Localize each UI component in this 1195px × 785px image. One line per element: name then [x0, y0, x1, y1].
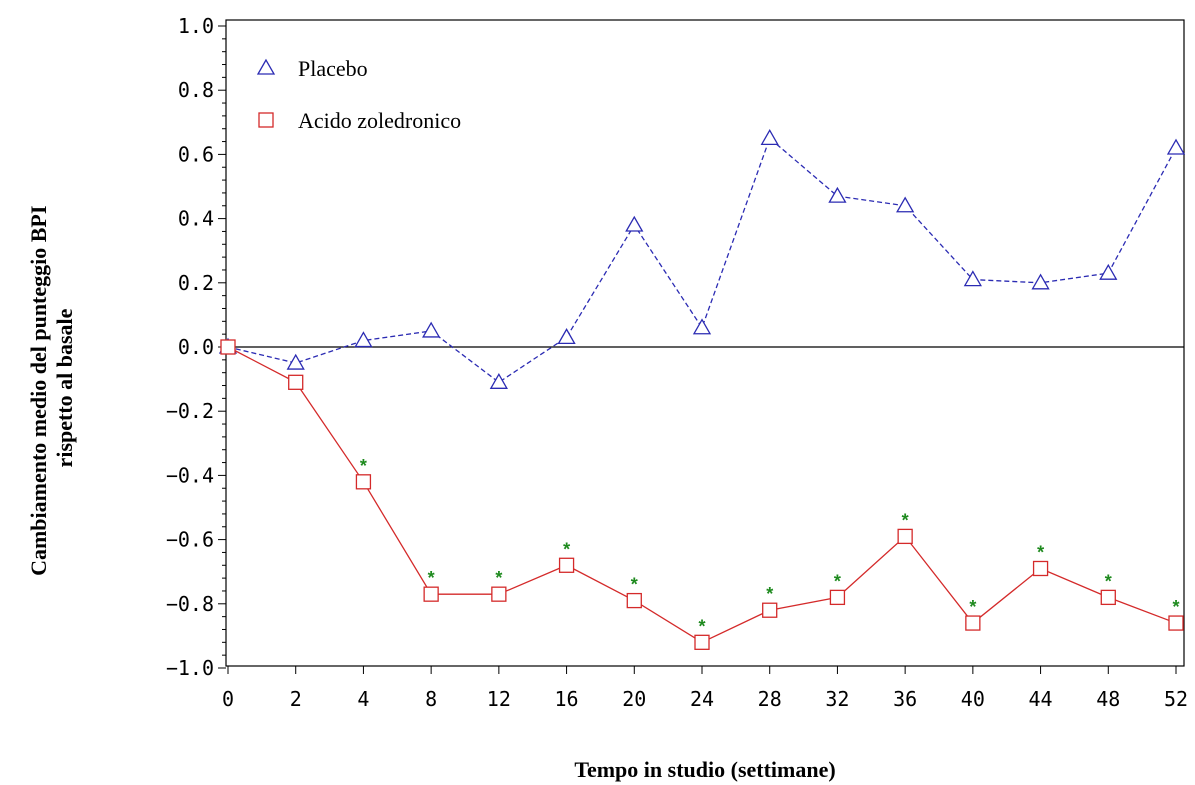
square-marker — [965, 615, 981, 631]
series-acido-zoledronico: * * * * * * * * * * * * * — [220, 339, 1184, 650]
x-tick-label: 24 — [690, 687, 714, 711]
x-axis-title: Tempo in studio (settimane) — [574, 757, 835, 782]
x-tick-label: 44 — [1029, 687, 1053, 711]
y-axis-title: Cambiamento medio del punteggio BPI risp… — [26, 200, 77, 576]
x-tick-label: 52 — [1164, 687, 1188, 711]
x-tick-label: 48 — [1096, 687, 1120, 711]
x-tick-label: 2 — [290, 687, 302, 711]
square-marker — [694, 634, 710, 650]
significance-star: * — [902, 510, 909, 530]
y-axis-title-line-1: Cambiamento medio del punteggio BPI — [26, 206, 51, 576]
x-tick-label: 32 — [825, 687, 849, 711]
square-marker — [423, 586, 439, 602]
x-tick-label: 40 — [961, 687, 985, 711]
legend: Placebo Acido zoledronico — [256, 56, 461, 133]
series-layer: * * * * * * * * * * * * * — [218, 129, 1186, 650]
significance-star: * — [766, 584, 773, 604]
y-tick-label: 0.6 — [178, 142, 214, 166]
y-tick-label: 0.0 — [178, 335, 214, 359]
significance-star: * — [969, 597, 976, 617]
triangle-marker — [692, 318, 712, 335]
x-tick-label: 36 — [893, 687, 917, 711]
triangle-marker — [1166, 138, 1186, 155]
square-marker — [355, 474, 372, 490]
x-tick-label: 12 — [487, 687, 511, 711]
triangle-marker — [422, 321, 441, 338]
square-marker — [1100, 589, 1116, 606]
legend-label: Acido zoledronico — [298, 108, 461, 133]
x-tick-label: 8 — [425, 687, 437, 711]
triangle-marker — [557, 328, 576, 345]
legend-square-marker — [258, 112, 274, 128]
y-tick-label: 1.0 — [178, 14, 214, 38]
triangle-marker — [286, 353, 305, 370]
significance-star: * — [631, 575, 638, 595]
series-line — [227, 137, 1177, 384]
square-marker — [1168, 615, 1184, 631]
triangle-marker — [896, 196, 915, 213]
y-tick-label: −1.0 — [166, 656, 214, 680]
significance-star: * — [1105, 571, 1112, 591]
square-marker — [626, 592, 642, 609]
square-marker — [1032, 560, 1049, 577]
series-line — [227, 346, 1177, 644]
triangle-marker — [1031, 273, 1050, 290]
y-tick-label: −0.2 — [166, 399, 214, 423]
y-tick-label: 0.4 — [178, 207, 214, 231]
significance-star: * — [698, 616, 705, 636]
y-tick-label: −0.8 — [166, 592, 214, 616]
significance-star: * — [834, 571, 841, 591]
square-marker — [220, 339, 236, 355]
significance-star: * — [360, 456, 367, 476]
significance-star: * — [1172, 597, 1179, 617]
square-marker — [897, 528, 913, 545]
triangle-marker — [828, 186, 847, 203]
triangle-marker — [963, 270, 982, 287]
square-marker — [829, 589, 846, 606]
series-placebo — [218, 129, 1186, 389]
square-marker — [288, 374, 304, 390]
triangle-marker — [489, 372, 508, 389]
y-tick-label: −0.6 — [166, 528, 214, 552]
square-marker — [558, 557, 575, 573]
triangle-marker — [354, 331, 373, 348]
x-axis: 0 2 4 8 12 16 20 24 28 32 36 40 44 48 52 — [222, 666, 1188, 711]
y-axis-title-line-2: rispetto al basale — [52, 308, 77, 467]
x-tick-label: 28 — [758, 687, 782, 711]
square-marker — [491, 586, 507, 602]
significance-star: * — [563, 539, 570, 559]
y-tick-label: 0.8 — [178, 78, 214, 102]
triangle-marker — [625, 215, 644, 232]
y-tick-label: −0.4 — [166, 463, 214, 487]
legend-label: Placebo — [298, 56, 368, 81]
x-tick-label: 4 — [357, 687, 369, 711]
y-tick-label: 0.2 — [178, 271, 214, 295]
significance-star: * — [495, 568, 502, 588]
significance-star: * — [1037, 542, 1044, 562]
square-marker — [762, 602, 778, 618]
y-axis: 1.0 0.8 0.6 0.4 0.2 0.0 −0.2 −0.4 −0.6 −0.8 −1.0 — [166, 14, 226, 680]
x-tick-label: 20 — [622, 687, 646, 711]
significance-star: * — [428, 568, 435, 588]
x-tick-label: 0 — [222, 687, 234, 711]
x-tick-label: 16 — [555, 687, 579, 711]
triangle-marker — [1099, 263, 1118, 280]
legend-triangle-marker — [256, 58, 276, 75]
triangle-marker — [760, 129, 779, 146]
